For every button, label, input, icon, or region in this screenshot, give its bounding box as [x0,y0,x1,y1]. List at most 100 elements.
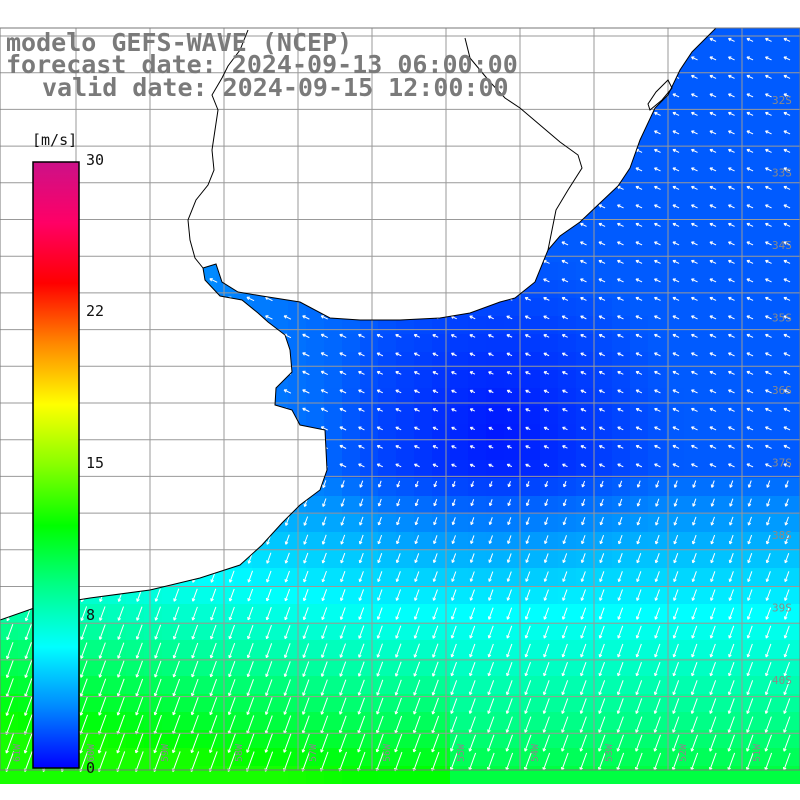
wind-cell [108,370,126,388]
wind-arrow [136,533,142,546]
wind-cell [486,640,504,658]
wind-arrow [783,315,791,320]
wind-arrow [23,203,34,210]
wind-cell [270,280,288,298]
wind-cell [414,442,432,460]
wind-arrow [25,569,32,584]
wind-arrow [97,388,107,394]
wind-arrow [672,93,680,98]
wind-cell [432,190,450,208]
wind-cell [486,118,504,136]
wind-cell [486,514,504,532]
wind-cell [774,388,792,406]
wind-arrow [339,625,346,639]
wind-arrow [210,497,216,508]
wind-arrow [543,315,550,320]
wind-arrow [265,463,273,468]
wind-cell [324,730,342,748]
wind-cell [504,406,522,424]
wind-arrow [746,111,754,116]
wind-arrow [709,278,717,283]
wind-arrow [746,426,754,431]
wind-cell [630,82,648,100]
wind-cell [720,172,738,190]
wind-arrow [395,607,402,620]
wind-arrow [709,222,717,227]
wind-arrow [746,37,754,42]
wind-arrow [635,296,643,301]
wind-arrow [394,715,403,734]
wind-arrow [359,498,364,507]
wind-cell [522,316,540,334]
wind-arrow [728,296,735,301]
wind-cell [522,136,540,154]
wind-cell [126,658,144,676]
wind-cell [162,478,180,496]
wind-cell [126,298,144,316]
wind-cell [630,298,648,316]
wind-arrow [394,697,402,715]
wind-cell [234,316,252,334]
wind-cell [0,262,18,280]
wind-arrow [357,715,366,734]
wind-cell [666,316,684,334]
wind-cell [594,460,612,478]
wind-arrow [358,534,364,545]
wind-arrow [654,333,661,338]
wind-cell [774,640,792,658]
wind-cell [594,28,612,46]
wind-arrow [543,426,550,431]
wind-arrow [728,426,735,431]
wind-cell [360,568,378,586]
wind-arrow [413,37,421,42]
wind-cell [144,154,162,172]
wind-cell [504,208,522,226]
wind-cell [450,712,468,730]
wind-cell [648,136,666,154]
wind-cell [576,280,594,298]
wind-cell [288,334,306,352]
wind-cell [630,118,648,136]
wind-arrow [635,56,643,61]
wind-arrow [580,352,587,357]
wind-arrow [561,278,569,283]
wind-arrow [209,679,218,697]
wind-arrow [23,111,34,117]
wind-cell [432,352,450,370]
wind-cell [558,370,576,388]
wind-cell [288,118,306,136]
wind-arrow [135,407,144,413]
wind-cell [288,208,306,226]
wind-cell [252,334,270,352]
wind-arrow [543,661,550,677]
lon-label: 61W [12,743,23,762]
wind-cell [576,118,594,136]
wind-arrow [97,203,107,209]
wind-cell [738,568,756,586]
wind-arrow [672,278,680,283]
wind-cell [702,316,720,334]
wind-arrow [746,222,754,227]
wind-arrow [561,643,568,658]
wind-arrow [672,167,680,172]
wind-cell [108,550,126,568]
wind-cell [774,658,792,676]
wind-arrow [376,661,384,677]
wind-cell [468,172,486,190]
wind-cell [774,190,792,208]
wind-cell [486,442,504,460]
wind-arrow [7,515,13,527]
wind-arrow [395,148,402,153]
wind-cell [396,208,414,226]
wind-arrow [302,148,310,154]
wind-arrow [784,571,790,583]
wind-arrow [358,333,365,338]
wind-cell [396,280,414,298]
wind-arrow [413,259,421,264]
wind-arrow [691,185,698,190]
wind-arrow [617,571,623,583]
wind-arrow [227,185,236,191]
wind-cell [108,118,126,136]
wind-arrow [172,388,181,394]
wind-cell [540,568,558,586]
